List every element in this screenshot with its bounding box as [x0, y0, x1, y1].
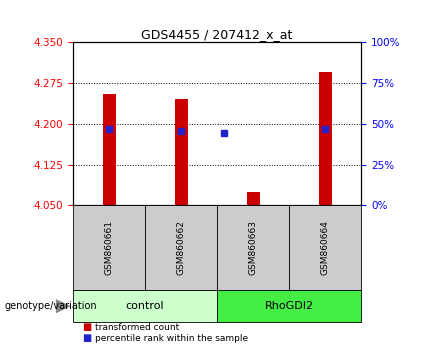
- Polygon shape: [56, 299, 71, 313]
- Text: GSM860662: GSM860662: [177, 220, 186, 275]
- Bar: [103, 94, 116, 205]
- Text: GSM860664: GSM860664: [321, 220, 330, 275]
- Title: GDS4455 / 207412_x_at: GDS4455 / 207412_x_at: [141, 28, 293, 41]
- Bar: [217, 290, 361, 322]
- Text: ■: ■: [82, 322, 91, 332]
- Text: ■: ■: [82, 333, 91, 343]
- Bar: [145, 205, 217, 290]
- Bar: [247, 192, 260, 205]
- Text: transformed count: transformed count: [95, 323, 179, 332]
- Text: genotype/variation: genotype/variation: [4, 301, 97, 311]
- Bar: [289, 205, 361, 290]
- Text: control: control: [126, 301, 164, 311]
- Text: GSM860663: GSM860663: [249, 220, 258, 275]
- Bar: [319, 72, 332, 205]
- Text: percentile rank within the sample: percentile rank within the sample: [95, 333, 248, 343]
- Bar: [175, 99, 187, 205]
- Bar: [217, 205, 289, 290]
- Text: RhoGDI2: RhoGDI2: [264, 301, 314, 311]
- Bar: [73, 290, 217, 322]
- Text: GSM860661: GSM860661: [104, 220, 114, 275]
- Bar: [73, 205, 145, 290]
